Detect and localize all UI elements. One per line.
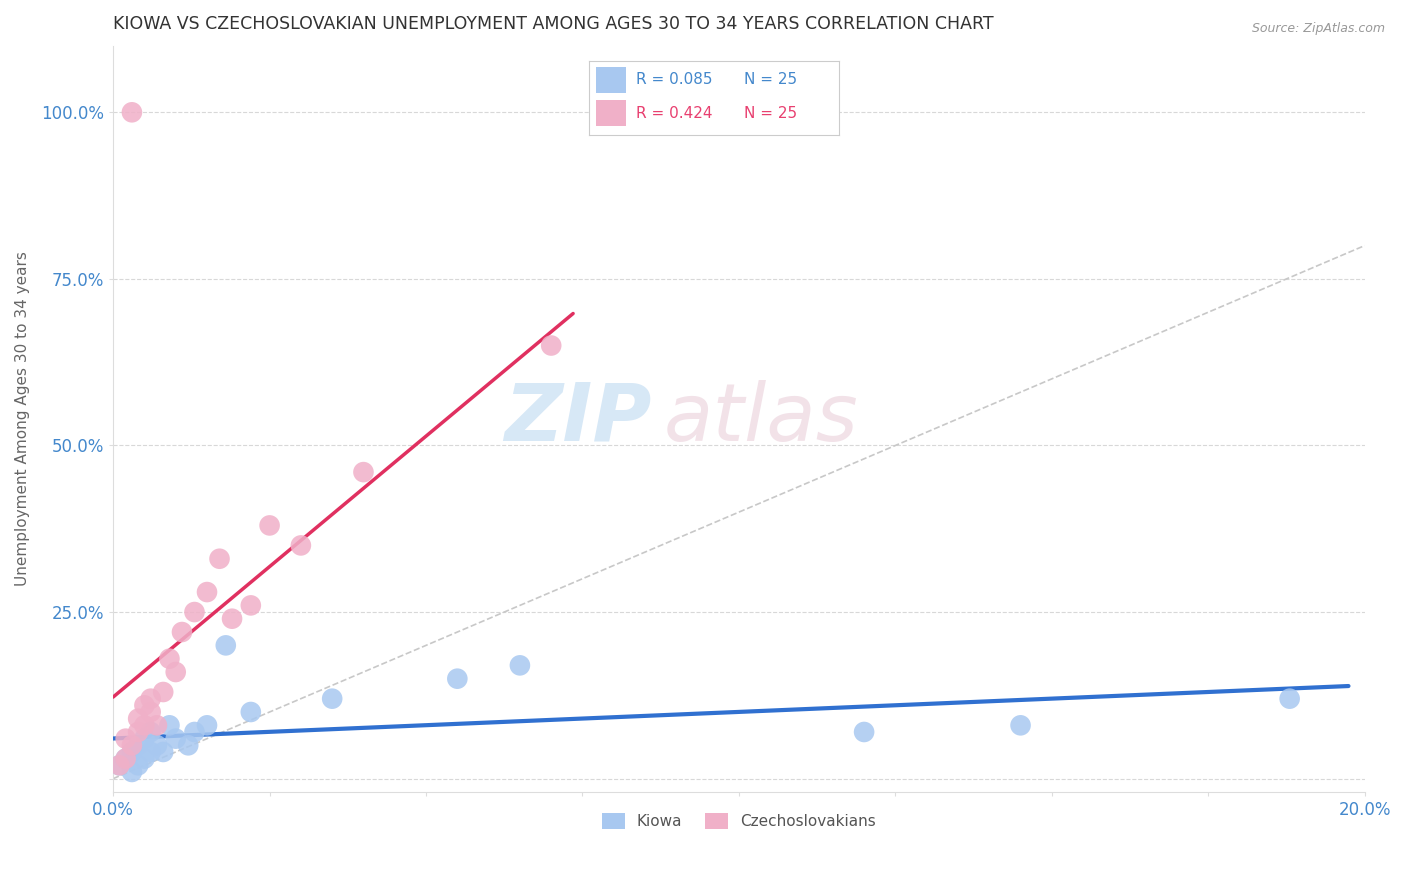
Text: Source: ZipAtlas.com: Source: ZipAtlas.com <box>1251 22 1385 36</box>
Point <box>195 585 218 599</box>
Point <box>159 718 181 732</box>
Point <box>152 745 174 759</box>
Point <box>121 745 143 759</box>
Point <box>509 658 531 673</box>
Point <box>1010 718 1032 732</box>
Point <box>146 718 169 732</box>
Point <box>321 691 343 706</box>
Point <box>134 731 156 746</box>
Point <box>353 465 375 479</box>
Text: atlas: atlas <box>664 380 859 458</box>
Point <box>139 691 162 706</box>
Point <box>127 758 149 772</box>
Point <box>134 751 156 765</box>
Point <box>177 739 200 753</box>
Point <box>239 599 262 613</box>
Point <box>165 665 187 679</box>
Legend: Kiowa, Czechoslovakians: Kiowa, Czechoslovakians <box>595 805 884 837</box>
Point <box>165 731 187 746</box>
Point <box>159 651 181 665</box>
Point <box>1278 691 1301 706</box>
Point <box>114 751 136 765</box>
Point <box>195 718 218 732</box>
Point <box>215 639 238 653</box>
Point <box>290 538 312 552</box>
Point <box>221 612 243 626</box>
Y-axis label: Unemployment Among Ages 30 to 34 years: Unemployment Among Ages 30 to 34 years <box>15 252 30 586</box>
Point <box>127 712 149 726</box>
Point <box>446 672 468 686</box>
Point <box>139 705 162 719</box>
Point <box>139 745 162 759</box>
Point <box>853 725 876 739</box>
Point <box>108 758 131 772</box>
Point <box>121 764 143 779</box>
Point <box>540 338 562 352</box>
Point <box>208 551 231 566</box>
Point <box>152 685 174 699</box>
Point <box>170 625 193 640</box>
Point <box>114 751 136 765</box>
Point <box>183 725 205 739</box>
Point <box>134 698 156 713</box>
Point <box>146 739 169 753</box>
Point <box>127 725 149 739</box>
Point <box>183 605 205 619</box>
Text: KIOWA VS CZECHOSLOVAKIAN UNEMPLOYMENT AMONG AGES 30 TO 34 YEARS CORRELATION CHAR: KIOWA VS CZECHOSLOVAKIAN UNEMPLOYMENT AM… <box>112 15 994 33</box>
Point <box>239 705 262 719</box>
Point <box>108 758 131 772</box>
Point <box>121 739 143 753</box>
Point <box>139 725 162 739</box>
Point <box>121 105 143 120</box>
Point <box>134 718 156 732</box>
Text: ZIP: ZIP <box>503 380 651 458</box>
Point <box>127 739 149 753</box>
Point <box>114 731 136 746</box>
Point <box>259 518 281 533</box>
